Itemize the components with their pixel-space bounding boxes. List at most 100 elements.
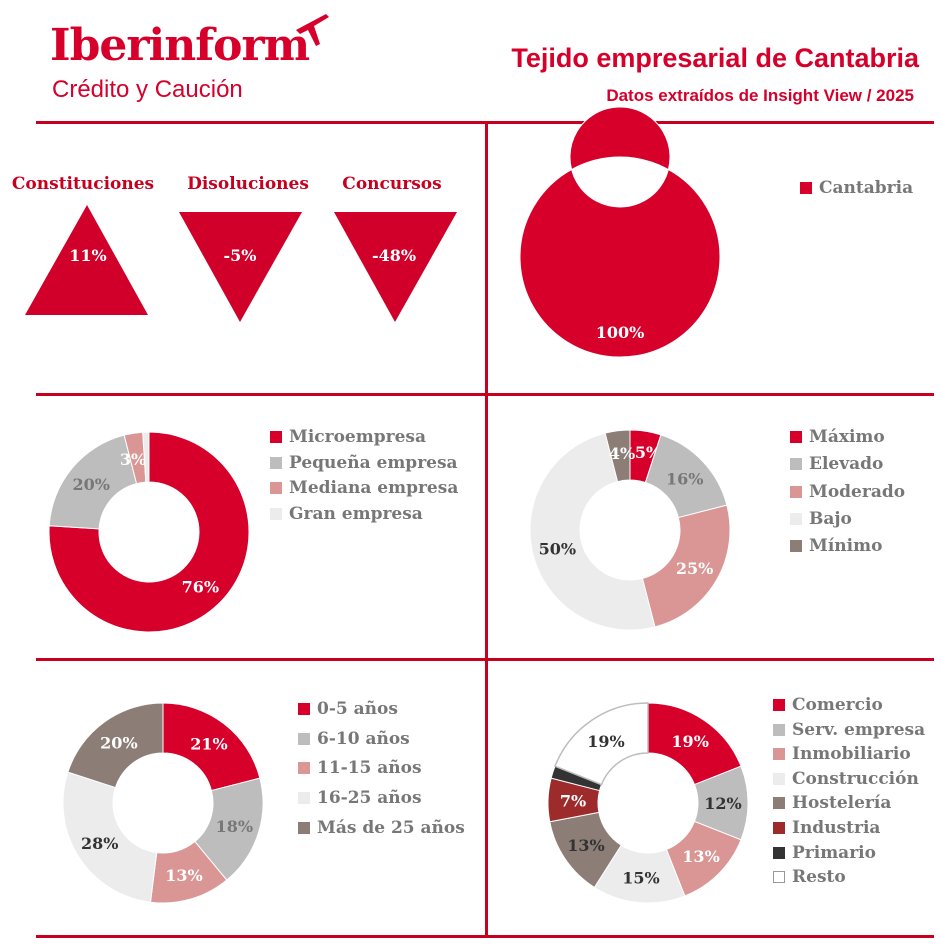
chart-5-legend-swatch — [773, 846, 785, 859]
chart-3-legend-item: Bajo — [790, 509, 852, 529]
metric-label-disoluciones: Disoluciones — [187, 174, 309, 194]
chart-5-data-label-8: 19% — [587, 732, 624, 751]
chart-3-legend-label: Bajo — [809, 508, 852, 529]
chart-2-legend-swatch — [270, 431, 282, 443]
chart-3-slice-3 — [641, 504, 731, 628]
chart-4-legend-swatch — [298, 703, 310, 715]
chart-3-slice-4 — [529, 432, 656, 631]
chart-2-data-label-3: 3% — [120, 450, 146, 469]
chart-5-legend-item: Construcción — [773, 769, 919, 789]
triangle-up-constituciones — [25, 205, 148, 315]
chart-4-legend-item: 0-5 años — [298, 699, 398, 719]
chart-4-slice-5 — [67, 702, 164, 789]
chart-4-legend-item: 6-10 años — [298, 729, 410, 749]
chart-5-data-label-3: 13% — [682, 847, 719, 866]
chart-5-legend-item: Hostelería — [773, 793, 891, 813]
divider-vertical — [485, 121, 488, 938]
chart-2-legend-label: Microempresa — [289, 427, 426, 447]
chart-5-data-label-2: 12% — [704, 794, 741, 813]
chart-5-legend-swatch — [773, 772, 785, 785]
chart-3-legend-label: Moderado — [809, 481, 906, 502]
chart-5-data-label-6: 7% — [560, 792, 586, 811]
chart-1-legend-item: Cantabria — [800, 178, 913, 198]
chart-4-data-label-5: 20% — [100, 733, 137, 752]
chart-2-slice-1 — [48, 431, 250, 633]
chart-4-legend-label: 6-10 años — [317, 728, 410, 749]
chart-1-data-label-1: 100% — [596, 323, 645, 342]
metric-value-disoluciones: -5% — [224, 246, 257, 265]
chart-4-legend-swatch — [298, 792, 310, 805]
chart-2-legend-swatch — [270, 456, 282, 469]
chart-4-legend-label: 0-5 años — [317, 699, 398, 719]
chart-5-legend-item: Serv. empresa — [773, 720, 925, 740]
chart-4-legend-item: 11-15 años — [298, 758, 422, 778]
metric-value-concursos: -48% — [372, 246, 416, 265]
chart-3-legend-item: Moderado — [790, 482, 905, 502]
chart-2-slice-4 — [142, 431, 150, 483]
chart-3-legend-swatch — [790, 485, 802, 498]
metric-label-concursos: Concursos — [342, 174, 442, 194]
chart-5-legend-label: Resto — [792, 867, 846, 888]
chart-4-legend-label: 11-15 años — [317, 758, 422, 779]
chart-2-slice-2 — [48, 434, 138, 530]
chart-2-legend-item: Mediana empresa — [270, 478, 458, 498]
airplane-logo-icon — [296, 14, 329, 46]
chart-5-data-label-4: 15% — [622, 869, 659, 888]
chart-3-data-label-3: 25% — [676, 559, 713, 578]
chart-5-legend-label: Hostelería — [792, 793, 892, 814]
chart-3-legend-label: Máximo — [809, 427, 885, 447]
chart-4-data-label-1: 21% — [190, 735, 227, 754]
chart-5-legend-label: Primario — [792, 842, 876, 863]
chart-5-legend-label: Construcción — [792, 768, 919, 789]
chart-5-legend-swatch — [773, 723, 785, 736]
chart-3-legend-swatch — [790, 540, 802, 553]
chart-2-legend-item: Pequeña empresa — [270, 453, 458, 473]
chart-5-legend-item: Inmobiliario — [773, 744, 911, 764]
chart-2-legend-swatch — [270, 482, 282, 494]
chart-5-legend-label: Industria — [792, 818, 881, 838]
chart-4-legend-label: Más de 25 años — [317, 817, 465, 838]
chart-2-legend-swatch — [270, 507, 282, 520]
chart-3-legend-item: Máximo — [790, 427, 885, 447]
page-title: Tejido empresarial de Cantabria — [511, 43, 919, 73]
chart-1-legend-label: Cantabria — [819, 178, 914, 198]
metric-value-constituciones: 11% — [69, 246, 106, 265]
chart-2-legend-label: Pequeña empresa — [289, 452, 458, 473]
chart-3-legend-item: Mínimo — [790, 536, 882, 556]
chart-5-legend-item: Industria — [773, 818, 880, 838]
chart-3-legend-label: Elevado — [809, 454, 884, 475]
chart-2-legend-item: Gran empresa — [270, 504, 423, 524]
chart-2-legend-item: Microempresa — [270, 427, 426, 447]
chart-5-legend-swatch — [773, 871, 785, 884]
logo-subtitle: Crédito y Caución — [52, 76, 243, 103]
chart-3-data-label-4: 50% — [539, 540, 576, 559]
chart-5-legend-label: Inmobiliario — [792, 744, 911, 765]
chart-3-legend-swatch — [790, 458, 802, 471]
chart-4-legend-swatch — [298, 821, 310, 834]
chart-4-legend-item: Más de 25 años — [298, 818, 465, 838]
chart-3-data-label-5: 4% — [609, 444, 635, 463]
chart-3-legend-item: Elevado — [790, 454, 883, 474]
chart-5-legend-item: Comercio — [773, 695, 883, 715]
chart-1-legend-swatch — [800, 182, 812, 194]
chart-5-slice-8 — [554, 702, 649, 786]
chart-2-legend-label: Mediana empresa — [289, 478, 459, 498]
chart-2-data-label-1: 76% — [182, 578, 219, 597]
chart-5-legend-swatch — [773, 748, 785, 761]
chart-4-legend-swatch — [298, 732, 310, 745]
chart-2-data-label-2: 20% — [72, 475, 109, 494]
chart-3-legend-swatch — [790, 431, 802, 443]
chart-3-legend-swatch — [790, 512, 802, 525]
chart-5-data-label-5: 13% — [567, 836, 604, 855]
chart-2-data-label-4: 1% — [154, 451, 180, 470]
chart-4-data-label-2: 18% — [216, 817, 253, 836]
chart-4-legend-swatch — [298, 762, 310, 775]
logo-name: Iberinform — [50, 20, 310, 71]
chart-2-legend-label: Gran empresa — [289, 503, 423, 524]
chart-4-legend-label: 16-25 años — [317, 788, 422, 809]
chart-3-slice-5 — [604, 429, 631, 483]
chart-4-data-label-4: 28% — [81, 834, 118, 853]
chart-5-legend-item: Resto — [773, 867, 846, 887]
